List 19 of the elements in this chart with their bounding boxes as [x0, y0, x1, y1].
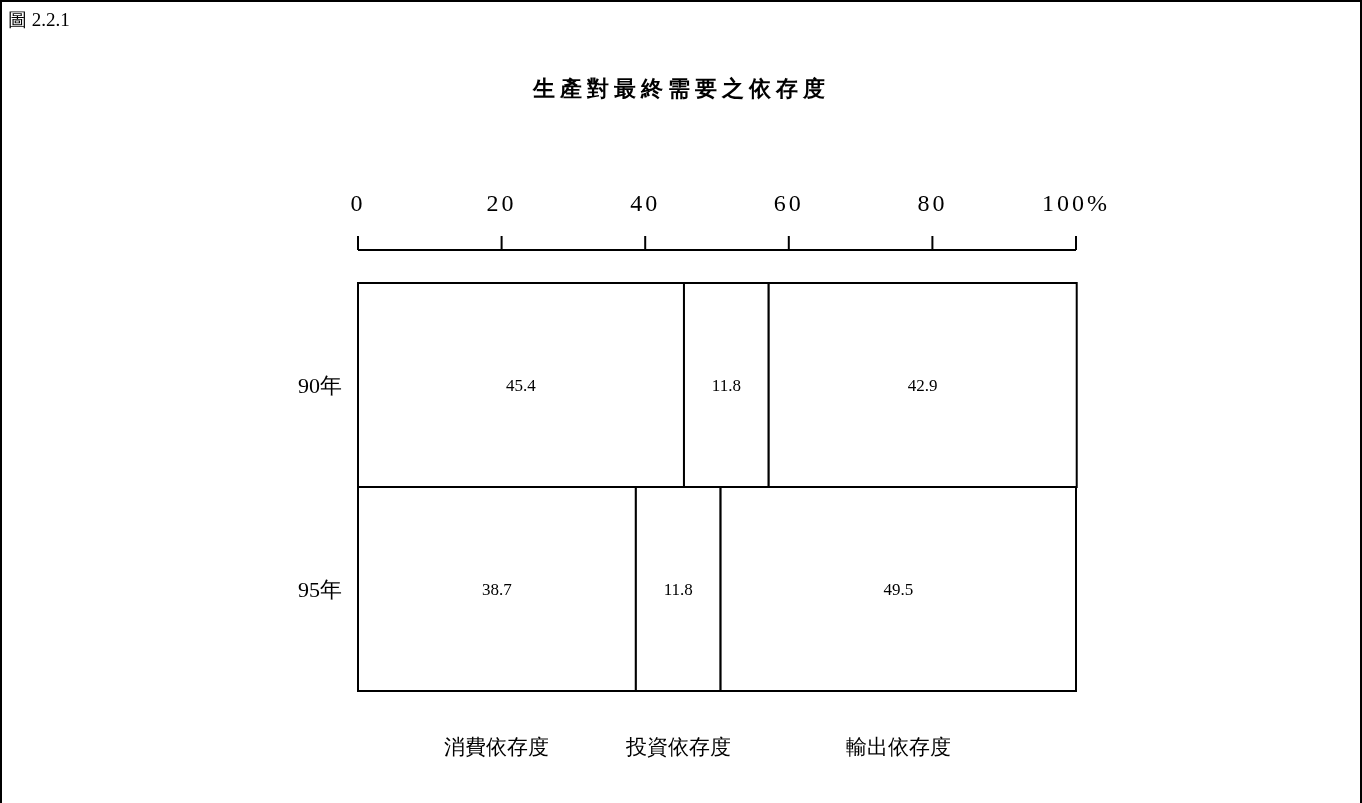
text: 輸出依存度	[845, 735, 951, 759]
x-tick-label: 0	[350, 190, 366, 216]
y-tick-label: 90年	[298, 373, 342, 398]
y-tick-label: 95年	[298, 577, 342, 602]
caption: 圖 2.2.1	[8, 9, 70, 30]
data-label: 49.5	[883, 580, 914, 599]
data-label: 11.8	[663, 580, 693, 599]
x-tick-label: 40	[630, 190, 661, 216]
data-label: 11.8	[711, 376, 741, 395]
text: 投資依存度	[624, 735, 731, 759]
text: 消費依存度	[444, 735, 550, 759]
chart-title: 生產對最終需要之依存度	[531, 76, 830, 101]
x-tick-label: 80	[917, 190, 948, 216]
data-label: 38.7	[482, 580, 513, 599]
x-tick-label: 20	[486, 190, 517, 216]
x-tick-label: 60	[773, 190, 804, 216]
x-tick-label: 100%	[1042, 190, 1110, 216]
data-label: 45.4	[506, 376, 537, 395]
data-label: 42.9	[907, 376, 938, 395]
